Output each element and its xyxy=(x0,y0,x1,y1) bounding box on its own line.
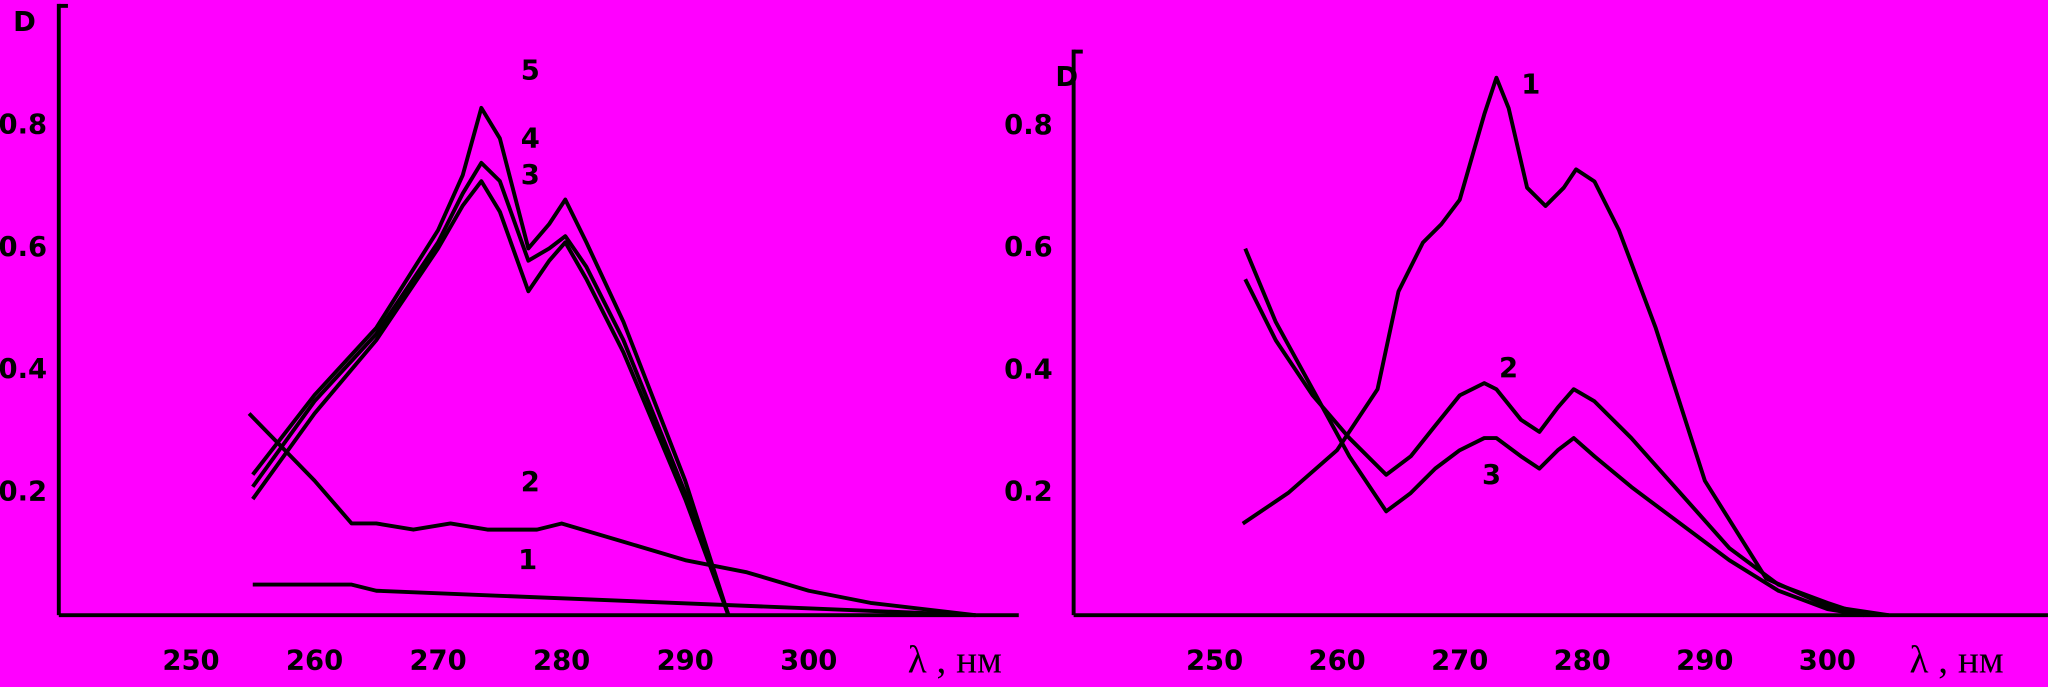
x-tick-label: 250 xyxy=(162,646,219,677)
y-tick-label: 0.6 xyxy=(1004,232,1053,263)
curve xyxy=(251,160,731,616)
curve-label: 1 xyxy=(1521,70,1540,101)
x-tick-label: 260 xyxy=(1309,646,1366,677)
y-tick-label: 0.2 xyxy=(1004,477,1053,508)
curve-label: 2 xyxy=(1499,353,1518,384)
y-axis-label: D xyxy=(1055,62,1078,93)
curve xyxy=(1243,278,1865,618)
curve xyxy=(251,179,731,616)
curve-label: 3 xyxy=(521,160,540,191)
y-tick-label: 0.8 xyxy=(0,110,47,141)
x-axis-label: λ , нм xyxy=(908,638,1002,681)
curve xyxy=(247,412,976,618)
curve-label: 2 xyxy=(521,467,540,498)
x-tick-label: 250 xyxy=(1186,646,1243,677)
y-tick-label: 0.4 xyxy=(1004,354,1053,385)
curve-label: 3 xyxy=(1482,460,1501,491)
x-tick-label: 270 xyxy=(1431,646,1488,677)
y-tick-label: 0.2 xyxy=(0,476,47,507)
curve xyxy=(1243,247,1865,618)
x-tick-label: 260 xyxy=(286,646,343,677)
x-tick-label: 300 xyxy=(780,646,837,677)
x-tick-label: 270 xyxy=(409,646,466,677)
x-axis-label: λ , нм xyxy=(1910,638,2004,681)
x-tick-label: 290 xyxy=(1676,646,1733,677)
curve-label: 4 xyxy=(521,123,540,154)
y-axis-label: D xyxy=(13,7,36,38)
curve-label: 5 xyxy=(521,55,540,86)
y-tick-label: 0.8 xyxy=(1004,110,1053,141)
y-tick-label: 0.6 xyxy=(0,232,47,263)
x-tick-label: 280 xyxy=(533,646,590,677)
x-tick-label: 290 xyxy=(657,646,714,677)
x-tick-label: 300 xyxy=(1799,646,1856,677)
curve-label: 1 xyxy=(518,545,537,576)
curve xyxy=(252,582,976,618)
curve xyxy=(251,105,731,616)
x-tick-label: 280 xyxy=(1554,646,1611,677)
curve xyxy=(1241,75,1889,618)
y-tick-label: 0.4 xyxy=(0,354,47,385)
